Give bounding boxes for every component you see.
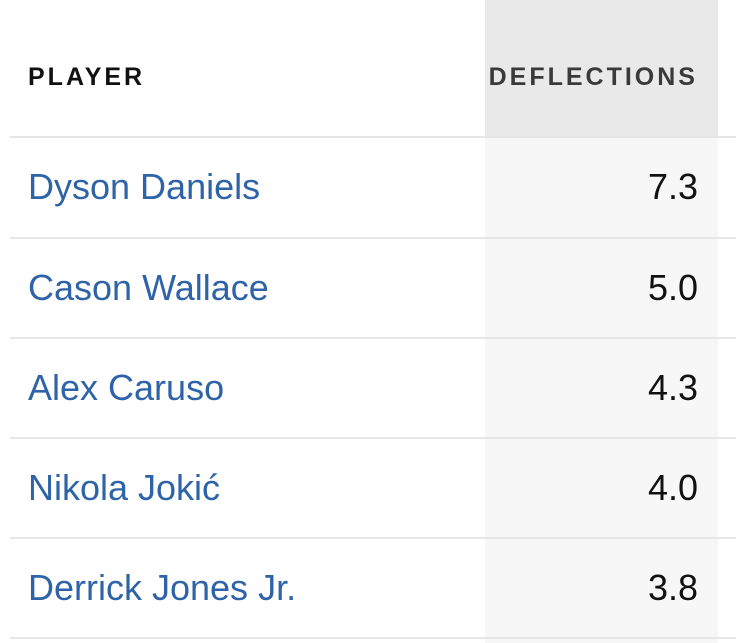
row-divider xyxy=(10,437,736,439)
table-row: Nikola Jokić 4.0 xyxy=(0,439,736,539)
column-header-deflections[interactable]: DEFLECTIONS xyxy=(488,63,698,91)
player-link[interactable]: Dyson Daniels xyxy=(28,166,261,207)
player-link[interactable]: Alex Caruso xyxy=(28,367,225,408)
player-link[interactable]: Derrick Jones Jr. xyxy=(28,567,297,608)
player-link[interactable]: Nikola Jokić xyxy=(28,467,221,508)
row-divider xyxy=(10,337,736,339)
table-row: Derrick Jones Jr. 3.8 xyxy=(0,539,736,639)
deflections-value: 3.8 xyxy=(647,567,698,608)
table-header-row: PLAYER DEFLECTIONS xyxy=(0,0,736,137)
row-divider xyxy=(10,637,736,639)
row-divider xyxy=(10,537,736,539)
table-row: Alex Caruso 4.3 xyxy=(0,339,736,439)
header-divider xyxy=(10,136,736,138)
table-row: Dyson Daniels 7.3 xyxy=(0,138,736,238)
deflections-value: 4.3 xyxy=(647,367,698,408)
deflections-value: 4.0 xyxy=(647,467,698,508)
deflections-value: 5.0 xyxy=(647,267,698,308)
table-row: Cason Wallace 5.0 xyxy=(0,239,736,339)
row-divider xyxy=(10,237,736,239)
sorted-column-header-highlight xyxy=(485,0,718,137)
sorted-column-highlight xyxy=(485,0,718,643)
deflections-value: 7.3 xyxy=(647,166,698,207)
player-link[interactable]: Cason Wallace xyxy=(28,267,269,308)
column-header-player: PLAYER xyxy=(28,63,146,91)
